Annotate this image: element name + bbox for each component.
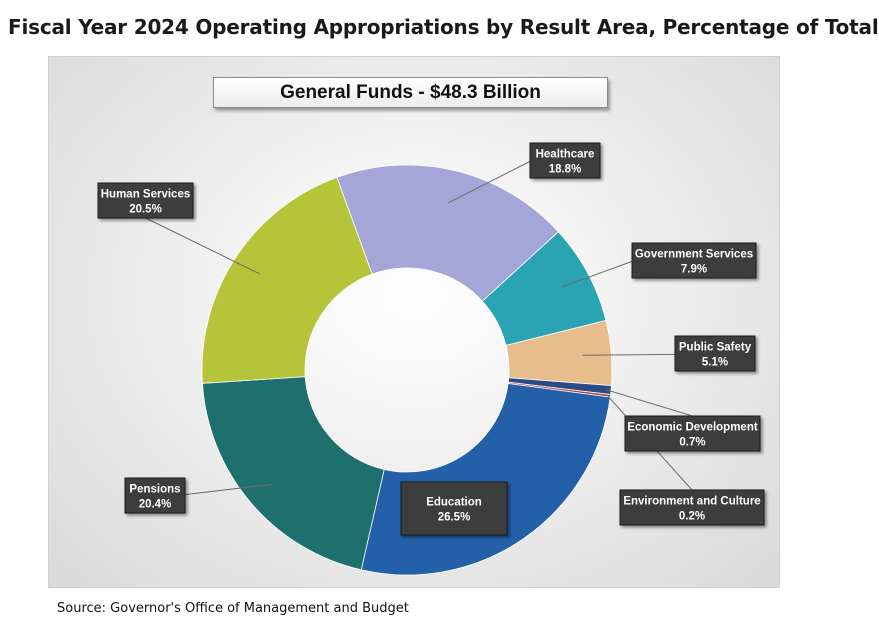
leader-line-human-services [145,217,260,275]
data-label-box-public-safety [674,335,756,372]
source-note: Source: Governor's Office of Management … [57,601,409,616]
data-label-box-healthcare [529,142,601,179]
data-label-name-economic-development: Economic Development [627,422,758,434]
leader-line-pensions [184,483,273,496]
data-label-value-education: 26.5% [438,512,471,524]
data-label-box-pensions [124,477,186,514]
data-label-box-human-services [97,182,194,219]
data-label-value-economic-development: 0.7% [679,437,705,449]
leader-line-government-services [562,260,633,288]
data-label-value-environment-and-culture: 0.2% [679,511,705,523]
data-label-box-education [400,481,508,536]
data-label-value-pensions: 20.4% [139,499,172,511]
leader-line-economic-development [605,389,693,417]
data-label-name-education: Education [426,497,482,509]
data-label-name-environment-and-culture: Environment and Culture [623,496,760,508]
leader-line-public-safety [582,353,676,356]
slices-layer [201,164,613,576]
data-label-box-environment-and-culture [619,489,765,526]
leader-line-healthcare [447,160,531,204]
data-label-value-human-services: 20.5% [129,204,162,216]
data-label-name-public-safety: Public Safety [679,342,752,354]
slice-education [360,383,611,576]
slice-human-services [201,176,373,384]
data-label-box-economic-development [624,415,761,452]
data-labels-layer: Healthcare 18.8% Government Services 7.9% Pu… [97,142,765,536]
data-label-value-government-services: 7.9% [681,264,707,276]
data-label-name-government-services: Government Services [635,249,753,261]
data-label-name-pensions: Pensions [129,484,180,496]
leader-lines-layer [145,160,693,496]
data-label-box-government-services [631,242,757,279]
page-title: Fiscal Year 2024 Operating Appropriation… [8,15,879,39]
slice-healthcare [336,164,559,302]
data-label-name-human-services: Human Services [101,189,191,201]
data-label-name-healthcare: Healthcare [536,149,595,161]
data-label-value-public-safety: 5.1% [702,357,728,369]
data-label-value-healthcare: 18.8% [549,164,582,176]
chart-subtitle: General Funds - $48.3 Billion [213,77,608,108]
slice-pensions [202,376,385,571]
